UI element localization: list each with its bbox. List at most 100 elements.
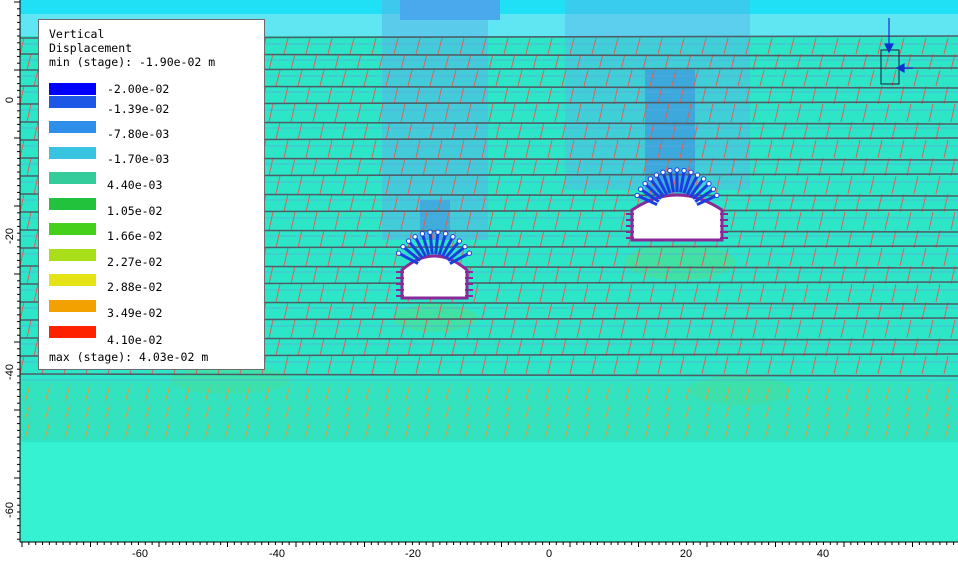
mesh-tick (657, 247, 663, 267)
mesh-tick (349, 193, 355, 213)
legend-label: 4.40e-03 (107, 178, 163, 192)
mesh-tick (547, 301, 553, 321)
mesh-tick (312, 157, 318, 177)
mesh-tick (730, 319, 736, 339)
mesh-tick (891, 69, 897, 87)
mesh-tick (928, 319, 934, 339)
mesh-tick (297, 229, 303, 249)
mesh-tick (943, 355, 949, 375)
mesh-tick (693, 337, 699, 357)
mesh-tick (319, 229, 325, 249)
rock-bolt (444, 240, 461, 260)
mesh-tick (378, 53, 384, 71)
mesh-tick (796, 53, 802, 71)
mesh-tick (459, 193, 465, 213)
mesh-tick (884, 53, 890, 71)
contour-legend[interactable]: Vertical Displacement min (stage): -1.90… (38, 19, 265, 370)
mesh-tick (459, 85, 465, 105)
rock-bolt (682, 171, 693, 194)
mesh-tick (283, 37, 289, 55)
mesh-tick (384, 403, 391, 421)
mesh-tick (904, 403, 911, 421)
mesh-tick (774, 103, 780, 123)
mesh-tick (789, 139, 795, 159)
mesh-tick (481, 355, 487, 375)
mesh-tick (803, 69, 809, 87)
boundary-load-icon[interactable] (880, 18, 913, 85)
mesh-tick (664, 421, 671, 439)
mesh-tick (704, 403, 711, 421)
legend-title-line2: Displacement (49, 41, 133, 55)
mesh-tick (928, 103, 934, 123)
mesh-tick (818, 319, 824, 339)
mesh-tick (904, 385, 911, 403)
mesh-tick (576, 319, 582, 339)
mesh-tick (569, 85, 575, 105)
mesh-tick (737, 69, 743, 87)
mesh-tick (437, 37, 443, 55)
mesh-tick (104, 421, 111, 439)
tunnel-right[interactable] (626, 167, 728, 242)
mesh-tick (484, 403, 491, 421)
mesh-tick (686, 319, 692, 339)
mesh-tick (715, 121, 721, 141)
mesh-tick (284, 385, 291, 403)
mesh-tick (569, 301, 575, 321)
mesh-tick (547, 247, 553, 267)
mesh-tick (671, 69, 677, 87)
mesh-tick (730, 157, 736, 177)
mesh-tick (613, 139, 619, 159)
mesh-tick (464, 385, 471, 403)
mesh-tick (591, 301, 597, 321)
mesh-tick (840, 211, 846, 231)
mesh-tick (327, 139, 333, 159)
mesh-tick (708, 53, 714, 71)
mesh-tick (840, 265, 846, 285)
mesh-tick (539, 283, 545, 303)
rock-bolt (685, 174, 699, 196)
mesh-tick (664, 53, 670, 71)
mesh-tick (164, 385, 171, 403)
mesh-tick (393, 301, 399, 321)
mesh-tick (921, 301, 927, 321)
mesh-tick (184, 385, 191, 403)
mesh-tick (429, 69, 435, 87)
mesh-tick (495, 69, 501, 87)
mesh-tick (935, 229, 941, 249)
mesh-tick (649, 337, 655, 357)
bolt-head (462, 243, 468, 250)
mesh-tick (437, 193, 443, 213)
mesh-tick (811, 139, 817, 159)
mesh-tick (525, 193, 531, 213)
mesh-tick (517, 337, 523, 357)
legend-label: 4.10e-02 (107, 333, 163, 347)
mesh-tick (913, 175, 919, 195)
mesh-tick (84, 403, 91, 421)
legend-swatch (49, 147, 96, 159)
mesh-tick (891, 175, 897, 195)
legend-title-line1: Vertical (49, 27, 105, 41)
ground-band-deep (0, 442, 958, 542)
mesh-tick (701, 355, 707, 375)
tunnel-left[interactable] (395, 229, 473, 300)
mesh-tick (704, 421, 711, 439)
mesh-tick (564, 421, 571, 439)
mesh-tick (26, 157, 32, 177)
mesh-tick (524, 421, 531, 439)
mesh-tick (319, 283, 325, 303)
mesh-tick (44, 385, 51, 403)
mesh-tick (684, 385, 691, 403)
mesh-tick (26, 265, 32, 285)
mesh-tick (928, 265, 934, 285)
mesh-tick (627, 337, 633, 357)
mesh-tick (495, 175, 501, 195)
mesh-tick (466, 319, 472, 339)
mesh-tick (657, 301, 663, 321)
rock-bolt (644, 182, 663, 200)
mesh-tick (503, 193, 509, 213)
mesh-tick (547, 139, 553, 159)
mesh-tick (104, 403, 111, 421)
legend-swatch (49, 172, 96, 184)
mesh-tick (644, 421, 651, 439)
